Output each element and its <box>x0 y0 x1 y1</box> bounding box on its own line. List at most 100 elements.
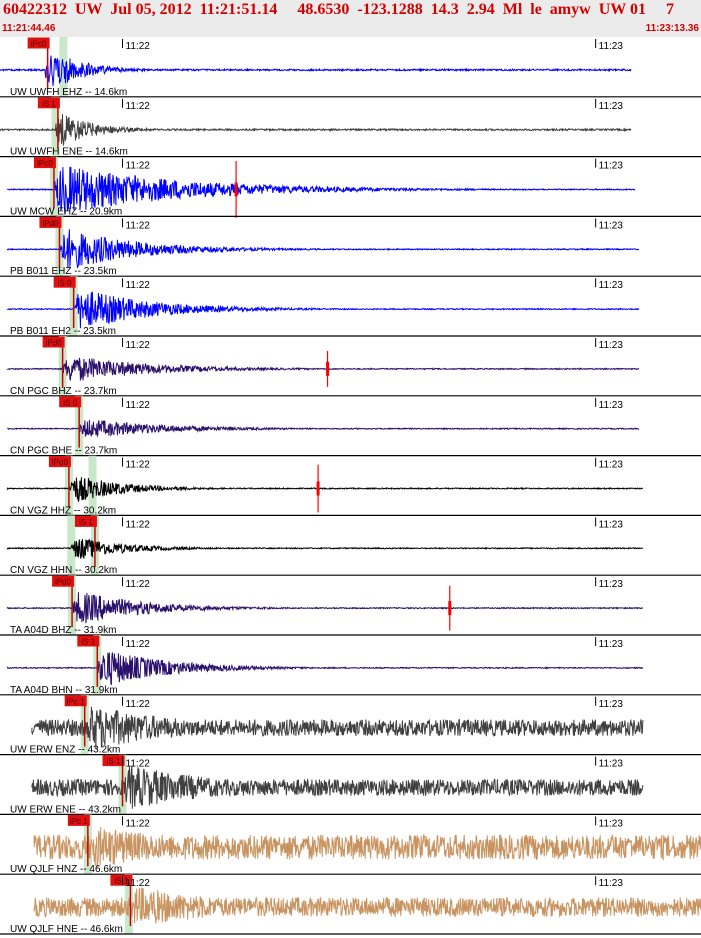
station-label: UW UWFH EHZ -- 14.6km <box>10 87 127 98</box>
amplitude-spike-marker <box>316 481 320 496</box>
amplitude-spike-marker <box>448 601 452 616</box>
station-label: CN VGZ HHZ -- 30.2km <box>10 505 116 516</box>
waveform-trace <box>6 592 644 624</box>
minute-tick-label: 11:22 <box>126 41 151 52</box>
phase-pick-label: iPc 1 <box>70 817 88 826</box>
trace-panel: iS 1 11:22 11:23 CN VGZ HHN -- 30.2km <box>0 515 701 576</box>
phase-pick-flag <box>52 575 75 587</box>
phase-pick-flag <box>53 276 76 288</box>
phase-pick-label: iS 1 <box>115 877 129 886</box>
trace-panel: iS 1 11:22 11:23 UW UWFH ENE -- 14.6km <box>0 96 701 158</box>
phase-band <box>88 455 97 516</box>
minute-tick-label: 11:23 <box>599 818 624 829</box>
phase-pick-flag <box>102 755 125 767</box>
waveform-trace <box>6 652 644 686</box>
station-label: UW QJLF HNE -- 46.6km <box>10 924 123 935</box>
station-label: TA A04D BHZ -- 31.9km <box>10 625 117 636</box>
minute-tick-label: 11:23 <box>599 280 624 291</box>
minute-tick-label: 11:23 <box>599 460 624 471</box>
trace-panel: iPc0 11:22 11:23 UW UWFH EHZ -- 14.6km <box>0 37 701 98</box>
trace-panel: iPc0 11:22 11:23 UW MCW EHZ -- 20.9km <box>0 156 701 218</box>
station-label: PB B011 EHZ -- 23.5km <box>10 266 117 277</box>
phase-pick-flag <box>74 515 97 527</box>
phase-pick-label: iS 1 <box>81 638 95 647</box>
trace-panel: iPd0 11:22 11:23 CN VGZ HHZ -- 30.2km <box>0 455 701 516</box>
phase-pick-label: iPc0 <box>31 40 47 49</box>
minute-tick-label: 11:23 <box>599 400 624 411</box>
trace-panel: iS 0 11:22 11:23 PB B011 EH2 -- 23.5km <box>0 276 701 337</box>
waveform-trace <box>31 765 644 809</box>
minute-tick-label: 11:22 <box>126 101 151 112</box>
minute-tick-label: 11:23 <box>599 161 624 172</box>
station-label: UW QJLF HNZ -- 46.6km <box>10 864 122 875</box>
minute-tick-label: 11:22 <box>126 639 151 650</box>
minute-tick-label: 11:22 <box>126 818 151 829</box>
minute-tick-label: 11:23 <box>599 639 624 650</box>
minute-tick-label: 11:23 <box>599 41 624 52</box>
trace-panel: iPc 1 11:22 11:23 UW QJLF HNZ -- 46.6km <box>0 814 701 875</box>
waveform-trace <box>0 114 632 146</box>
phase-pick-flag <box>64 695 87 707</box>
phase-pick-flag <box>48 456 71 468</box>
window-start-time: 11:21:44.46 <box>2 23 56 34</box>
phase-pick-label: iS 1 <box>79 518 93 527</box>
trace-panel: iPd0 11:22 11:23 PB B011 EHZ -- 23.5km <box>0 216 701 277</box>
minute-tick-label: 11:22 <box>126 699 151 710</box>
waveform-trace <box>6 166 636 215</box>
phase-pick-flag <box>39 216 62 228</box>
station-label: PB B011 EH2 -- 23.5km <box>10 326 116 337</box>
station-label: UW ERW ENE -- 43.2km <box>10 804 121 815</box>
waveform-trace <box>31 706 644 749</box>
phase-pick-label: iPd0 <box>46 339 63 348</box>
phase-pick-flag <box>27 37 50 49</box>
phase-pick-flag <box>37 97 60 109</box>
minute-tick-label: 11:23 <box>599 759 624 770</box>
phase-pick-flag <box>59 396 82 408</box>
station-label: UW MCW EHZ -- 20.9km <box>10 206 122 217</box>
minute-tick-label: 11:22 <box>126 280 151 291</box>
trace-panel: iS 0 11:22 11:23 CN PGC BHE -- 23.7km <box>0 395 701 457</box>
minute-tick-label: 11:23 <box>599 519 624 530</box>
minute-tick-label: 11:22 <box>126 400 151 411</box>
amplitude-spike-marker <box>234 182 238 197</box>
phase-pick-flag <box>77 635 100 647</box>
minute-tick-label: 11:22 <box>126 460 151 471</box>
minute-tick-label: 11:22 <box>126 519 151 530</box>
phase-pick-label: iS 0 <box>63 398 77 407</box>
event-title: 60422312 UW Jul 05, 2012 11:21:51.14 48.… <box>3 1 674 18</box>
waveform-trace <box>6 291 640 329</box>
phase-pick-flag <box>33 157 56 169</box>
minute-tick-label: 11:23 <box>599 101 624 112</box>
waveform-trace <box>6 357 639 381</box>
minute-tick-label: 11:23 <box>599 340 624 351</box>
phase-pick-label: iPd0 <box>55 578 72 587</box>
waveform-trace <box>6 229 640 269</box>
minute-tick-label: 11:22 <box>126 161 151 172</box>
phase-pick-label: iS 1 <box>107 757 121 766</box>
phase-pick-label: iS 0 <box>58 279 72 288</box>
phase-pick-label: iPd0 <box>52 458 69 467</box>
trace-panel: iS 1 11:22 11:23 UW ERW ENE -- 43.2km <box>0 754 701 815</box>
trace-panel: iPd0 11:22 11:23 TA A04D BHZ -- 31.9km <box>0 575 701 636</box>
phase-pick-label: iPc 1 <box>67 697 85 706</box>
waveform-trace <box>0 55 632 87</box>
waveform-trace <box>6 539 644 560</box>
minute-tick-label: 11:22 <box>126 220 151 231</box>
phase-band <box>67 515 76 576</box>
amplitude-spike-marker <box>326 361 330 376</box>
phase-pick-flag <box>42 336 65 348</box>
waveform-trace <box>6 477 644 502</box>
phase-pick-label: iPd0 <box>42 219 59 228</box>
station-label: CN PGC BHE -- 23.7km <box>10 446 117 457</box>
trace-panel: iS 111:22 11:23 UW QJLF HNE -- 46.6km <box>0 874 701 935</box>
waveform-trace <box>7 419 640 437</box>
window-end-time: 11:23:13.36 <box>645 23 699 34</box>
phase-pick-label: iPc0 <box>37 159 53 168</box>
waveform-trace <box>33 827 701 869</box>
minute-tick-label: 11:22 <box>126 579 151 590</box>
trace-panel: iPd0 11:22 11:23 CN PGC BHZ -- 23.7km <box>0 336 701 397</box>
phase-pick-label: iS 1 <box>42 99 56 108</box>
minute-tick-label: 11:23 <box>599 699 624 710</box>
